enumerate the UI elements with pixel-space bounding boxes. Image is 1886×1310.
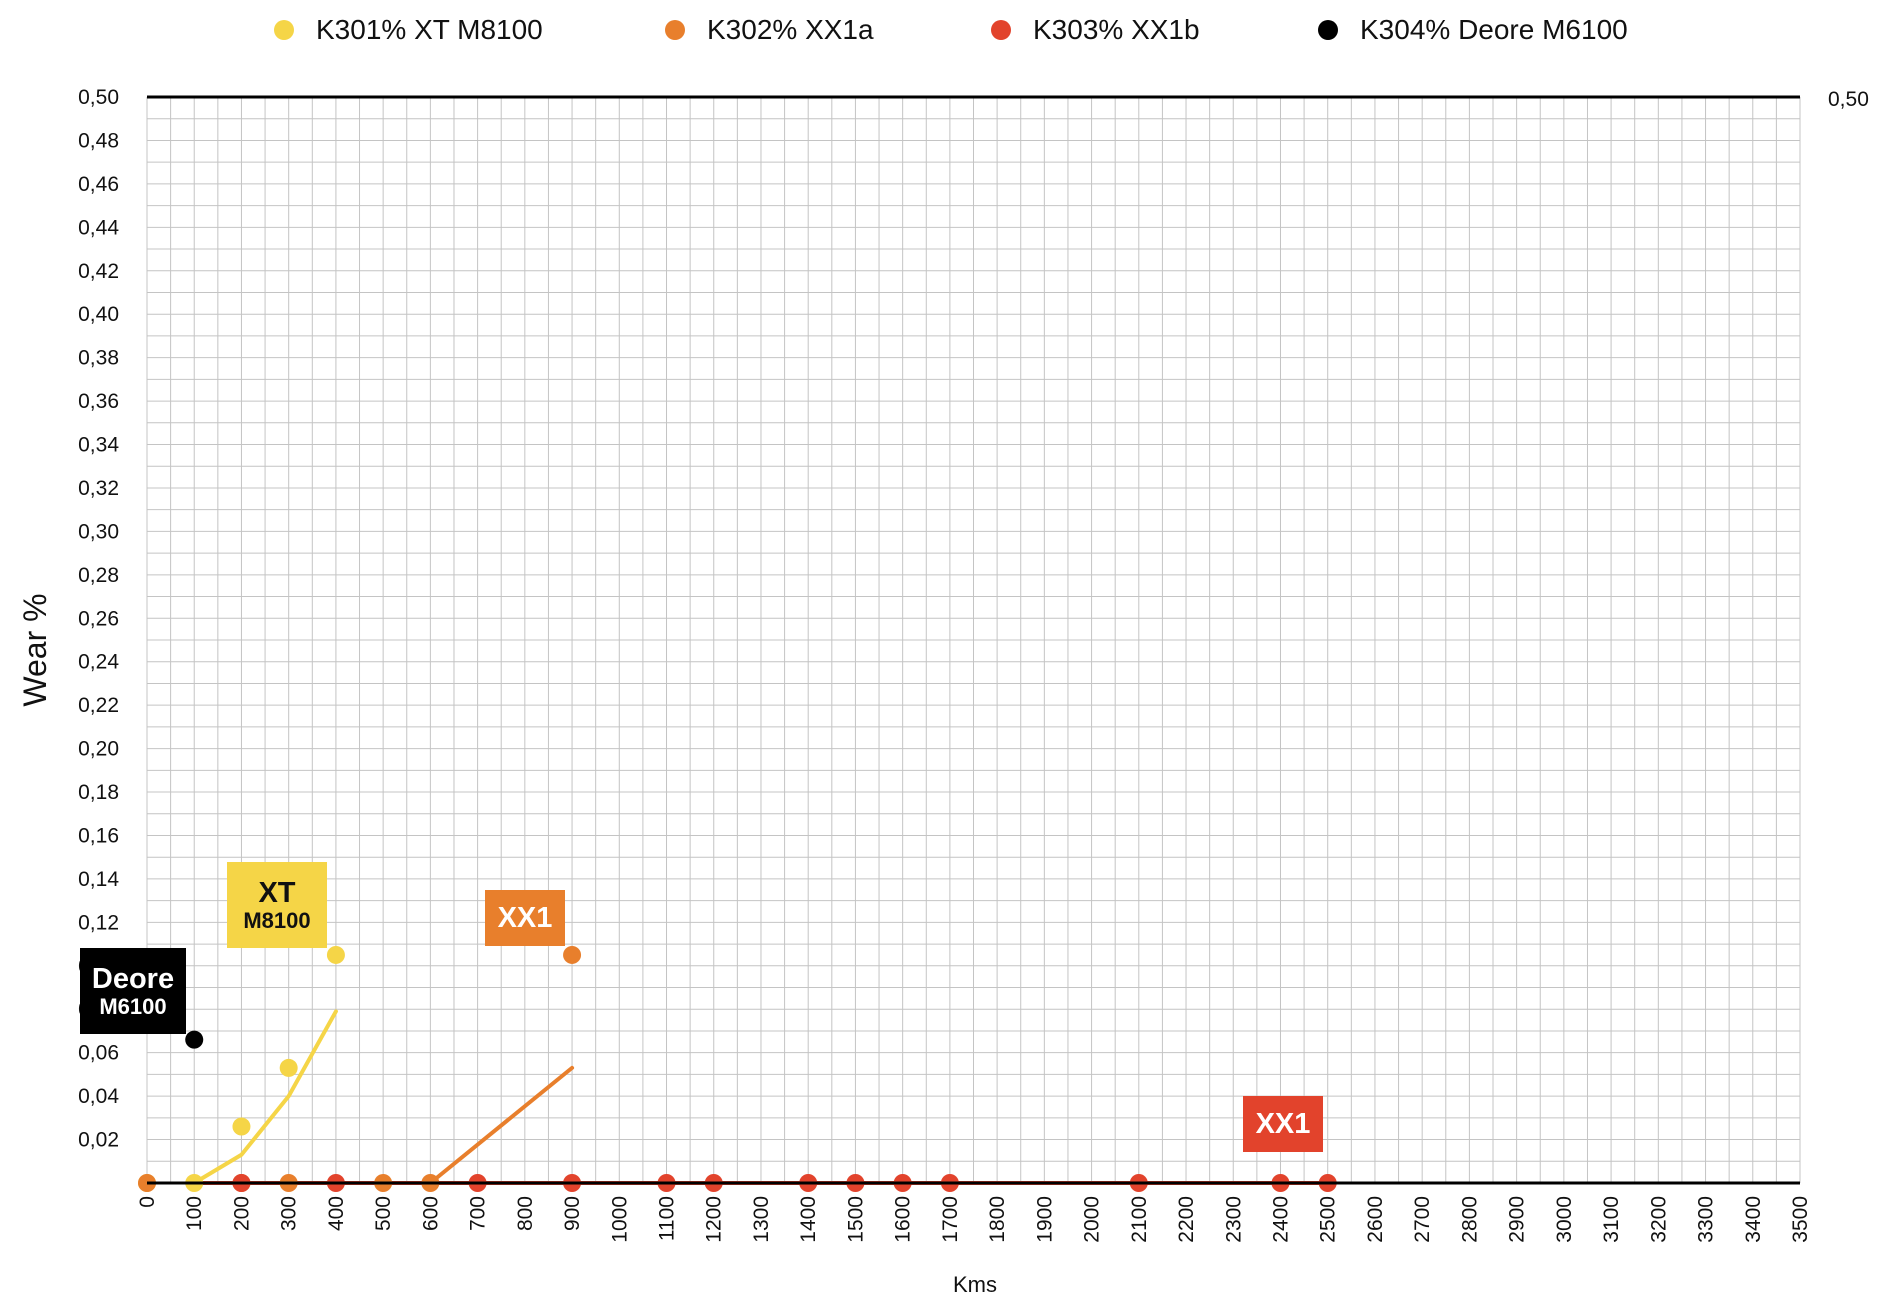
- legend-item-xt-m8100: K301% XT M8100: [274, 14, 543, 46]
- y-tick-label: 0,24: [78, 651, 119, 674]
- y-tick-label: 0,02: [78, 1129, 119, 1152]
- y-tick-label: 0,40: [78, 303, 119, 326]
- y-tick-label: 0,22: [78, 694, 119, 717]
- y-tick-label: 0,32: [78, 477, 119, 500]
- x-tick-label: 2100: [1128, 1196, 1151, 1243]
- legend-label: K304% Deore M6100: [1360, 14, 1628, 45]
- x-tick-label: 100: [183, 1196, 206, 1231]
- x-tick-labels: 0 100 200 300 400 500 600 700 800 900 1000 1100 1200…: [136, 1196, 1812, 1243]
- x-tick-label: 3500: [1789, 1196, 1812, 1243]
- x-tick-label: 2000: [1081, 1196, 1104, 1243]
- y-tick-label: 0,38: [78, 347, 119, 370]
- x-tick-label: 1100: [656, 1196, 679, 1241]
- annotation-deore-m6100: Deore M6100: [80, 948, 186, 1034]
- x-tick-label: 2600: [1364, 1196, 1387, 1243]
- x-tick-label: 1800: [986, 1196, 1009, 1243]
- right-axis-label: 0,50: [1828, 88, 1869, 111]
- x-tick-label: 3100: [1600, 1196, 1623, 1243]
- annotation-sub: M8100: [243, 907, 311, 933]
- x-tick-label: 2900: [1506, 1196, 1529, 1243]
- x-tick-label: 3400: [1742, 1196, 1765, 1243]
- y-tick-label: 0,44: [78, 216, 119, 239]
- annotation-main: XX1: [1255, 1107, 1311, 1140]
- y-tick-label: 0,20: [78, 738, 119, 761]
- annotation-xx1b: XX1: [1243, 1096, 1323, 1152]
- data-point: [185, 1030, 204, 1049]
- x-tick-label: 0: [136, 1196, 159, 1208]
- axes: [147, 95, 1800, 1185]
- y-tick-label: 0,28: [78, 564, 119, 587]
- y-tick-label: 0,14: [78, 868, 119, 891]
- x-tick-label: 2500: [1317, 1196, 1340, 1243]
- data-point: [563, 945, 582, 964]
- legend-swatch: [665, 20, 685, 40]
- legend-item-xx1a: K302% XX1a: [665, 14, 874, 46]
- x-tick-label: 2800: [1458, 1196, 1481, 1243]
- y-tick-label: 0,36: [78, 390, 119, 413]
- x-tick-label: 2200: [1175, 1196, 1198, 1243]
- annotation-xt-m8100: XT M8100: [227, 862, 327, 948]
- x-tick-label: 1200: [703, 1196, 726, 1243]
- annotation-xx1a: XX1: [485, 890, 565, 946]
- annotation-sub: M6100: [99, 993, 167, 1019]
- x-tick-label: 1700: [939, 1196, 962, 1243]
- y-tick-label: 0,12: [78, 911, 119, 934]
- legend-item-deore-m6100: K304% Deore M6100: [1318, 14, 1628, 46]
- x-tick-label: 1500: [844, 1196, 867, 1243]
- x-tick-label: 800: [514, 1196, 537, 1231]
- y-tick-label: 0,26: [78, 607, 119, 630]
- legend: K301% XT M8100 K302% XX1a K303% XX1b K30…: [0, 14, 1886, 54]
- y-tick-label: 0,50: [78, 86, 119, 109]
- x-tick-label: 2400: [1269, 1196, 1292, 1243]
- x-tick-label: 600: [419, 1196, 442, 1231]
- trend-line: [192, 1009, 338, 1185]
- x-tick-label: 1900: [1033, 1196, 1056, 1243]
- y-tick-label: 0,48: [78, 129, 119, 152]
- legend-label: K302% XX1a: [707, 14, 874, 45]
- x-tick-label: 400: [325, 1196, 348, 1231]
- legend-swatch: [1318, 20, 1338, 40]
- x-tick-label: 1000: [608, 1196, 631, 1243]
- x-tick-label: 500: [372, 1196, 395, 1231]
- x-tick-label: 3000: [1553, 1196, 1576, 1243]
- legend-item-xx1b: K303% XX1b: [991, 14, 1200, 46]
- legend-swatch: [274, 20, 294, 40]
- x-tick-label: 2700: [1411, 1196, 1434, 1243]
- data-point: [232, 1117, 251, 1136]
- y-axis-title: Wear %: [17, 593, 53, 706]
- legend-label: K301% XT M8100: [316, 14, 543, 45]
- legend-label: K303% XX1b: [1033, 14, 1200, 45]
- x-tick-label: 3200: [1647, 1196, 1670, 1243]
- annotation-main: XT: [258, 877, 296, 910]
- x-tick-label: 900: [561, 1196, 584, 1231]
- y-tick-label: 0,30: [78, 520, 119, 543]
- annotation-main: Deore: [91, 963, 175, 996]
- data-point: [279, 1058, 298, 1077]
- y-tick-label: 0,06: [78, 1042, 119, 1065]
- x-tick-label: 1400: [797, 1196, 820, 1243]
- y-tick-label: 0,16: [78, 824, 119, 847]
- y-tick-label: 0,18: [78, 781, 119, 804]
- x-tick-label: 3300: [1695, 1196, 1718, 1243]
- annotation-main: XX1: [497, 901, 553, 934]
- x-axis-title: Kms: [953, 1272, 997, 1297]
- y-tick-label: 0,04: [78, 1085, 119, 1108]
- legend-swatch: [991, 20, 1011, 40]
- x-tick-label: 1300: [750, 1196, 773, 1243]
- x-tick-label: 1600: [892, 1196, 915, 1243]
- x-tick-label: 300: [278, 1196, 301, 1231]
- grid: [146, 96, 1801, 1184]
- x-tick-label: 200: [230, 1196, 253, 1231]
- x-tick-label: 700: [467, 1196, 490, 1231]
- x-tick-label: 2300: [1222, 1196, 1245, 1243]
- data-point: [326, 945, 345, 964]
- y-tick-label: 0,42: [78, 260, 119, 283]
- y-tick-label: 0,34: [78, 434, 119, 457]
- y-tick-label: 0,46: [78, 173, 119, 196]
